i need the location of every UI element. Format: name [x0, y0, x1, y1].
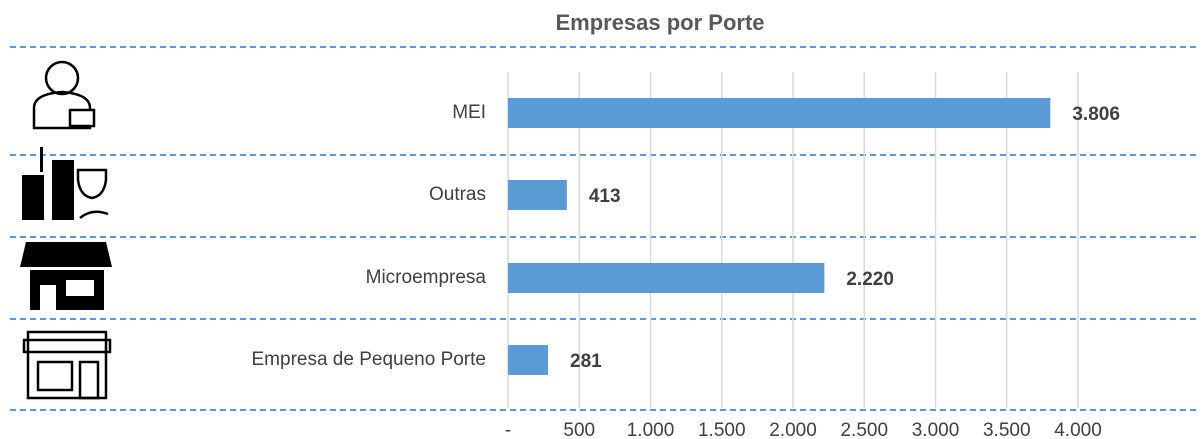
y-tick-label: Outras — [429, 184, 486, 205]
x-tick-label: 3.500 — [983, 420, 1031, 439]
y-tick-label: Empresa de Pequeno Porte — [252, 349, 487, 370]
x-tick-label: 2.000 — [769, 420, 817, 439]
x-tick-label: 4.000 — [1054, 420, 1102, 439]
x-tick-label: 1.500 — [698, 420, 746, 439]
data-label: 413 — [589, 186, 621, 207]
separators — [10, 46, 1200, 411]
icon-shop — [22, 330, 112, 400]
bar — [508, 180, 567, 210]
icon-business — [22, 147, 109, 220]
chart-title: Empresas por Porte — [555, 10, 764, 35]
x-tick-label: 1.000 — [627, 420, 675, 439]
bar — [508, 263, 825, 293]
y-tick-label: MEI — [452, 102, 486, 123]
icon-store — [20, 242, 112, 310]
x-tick-label: 3.000 — [912, 420, 960, 439]
bar — [508, 345, 549, 375]
x-tick-label: - — [505, 420, 511, 439]
icon-person — [32, 60, 96, 130]
data-label: 281 — [570, 351, 602, 372]
data-label: 3.806 — [1072, 104, 1120, 125]
x-tick-label: 500 — [563, 420, 595, 439]
x-tick-label: 2.500 — [840, 420, 888, 439]
data-label: 2.220 — [846, 269, 894, 290]
y-tick-label: Microempresa — [366, 267, 487, 288]
bar — [508, 98, 1051, 128]
